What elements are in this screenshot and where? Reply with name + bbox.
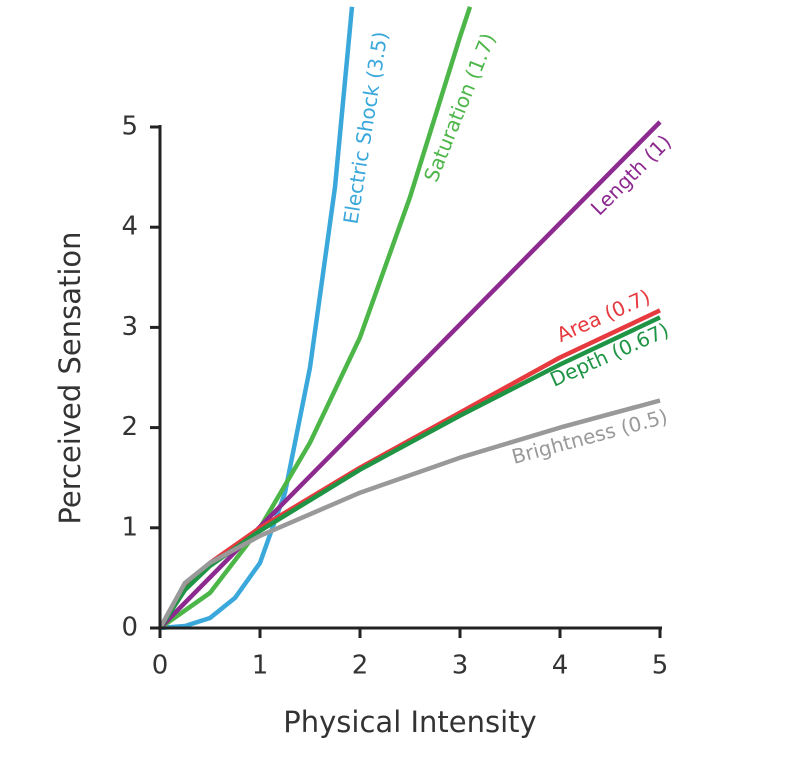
y-axis-title: Perceived Sensation	[53, 231, 87, 524]
series-line	[159, 6, 355, 631]
y-tick-label: 2	[121, 412, 138, 442]
x-tick-label: 3	[452, 651, 469, 681]
series-line	[158, 398, 661, 630]
x-tick-label: 1	[252, 651, 269, 681]
series-line	[158, 315, 661, 630]
series-label: Saturation (1.7)	[419, 30, 500, 186]
y-tick-label: 5	[121, 112, 138, 142]
y-tick-label: 4	[121, 212, 138, 242]
x-tick-label: 4	[552, 651, 569, 681]
y-tick-label: 3	[121, 312, 138, 342]
x-tick-label: 0	[152, 651, 169, 681]
series-line	[158, 6, 473, 630]
x-tick-label: 2	[352, 651, 369, 681]
y-tick-label: 0	[121, 613, 138, 643]
series-label: Length (1)	[586, 130, 676, 220]
y-tick-label: 1	[121, 512, 138, 542]
x-axis-title: Physical Intensity	[283, 705, 536, 739]
x-tick-label: 5	[652, 651, 669, 681]
